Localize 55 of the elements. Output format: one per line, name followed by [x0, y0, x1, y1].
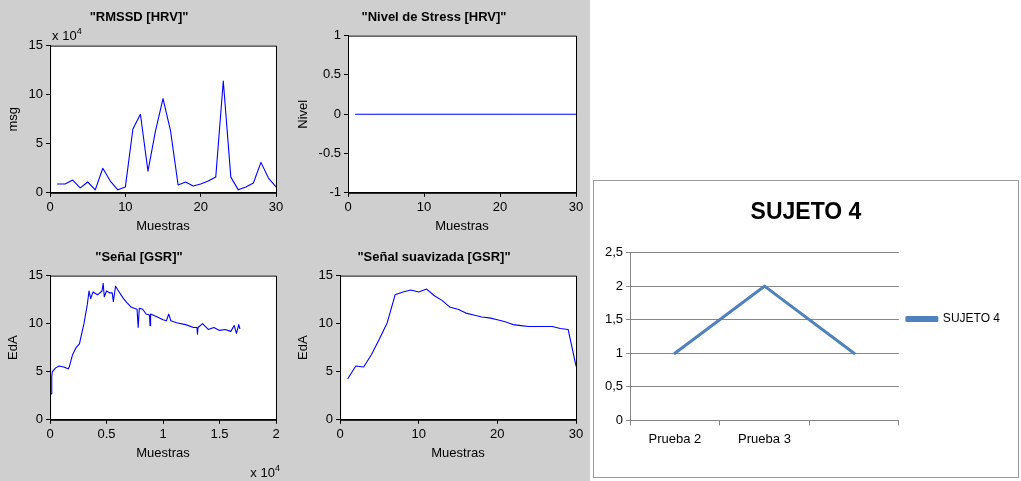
chart-title: "Señal [GSR]" [95, 249, 183, 265]
x-tick-label: 1.5 [210, 426, 229, 442]
x-tick-label: Prueba 2 [648, 430, 702, 446]
y-tick-label: 0 [615, 411, 624, 427]
y-tick-label: 0,5 [604, 378, 624, 394]
x-tick-label: 20 [492, 199, 508, 215]
y-axis-title: EdA [295, 335, 311, 360]
y-tick-label: 1,5 [604, 311, 624, 327]
x-tick-label: 0.5 [97, 426, 116, 442]
y-tick-label: 0 [35, 411, 44, 427]
x-axis-title: Muestras [435, 217, 490, 233]
x-tick-label: 2 [272, 426, 280, 442]
x-axis-title: Muestras [136, 444, 191, 460]
y-tick-label: 0.5 [322, 66, 341, 82]
y-tick-label: 0 [325, 411, 334, 427]
y-tick-label: 0 [333, 105, 341, 121]
chart-title: "Señal suavizada [GSR]" [357, 249, 511, 265]
y-tick-label: -1 [329, 184, 341, 200]
y-tick-label: 2 [615, 277, 624, 293]
x-tick-label: Prueba 3 [738, 430, 791, 446]
x-tick-label: 10 [416, 199, 432, 215]
y-axis-title: msg [5, 106, 21, 132]
y-tick-label: 5 [35, 363, 44, 379]
x-axis-title: Muestras [431, 444, 486, 460]
y-tick-label: 1 [333, 27, 341, 43]
y-tick-label: 15 [28, 267, 44, 283]
y-axis-title: Nivel [295, 99, 311, 129]
x-tick-label: 0 [46, 426, 54, 442]
x-tick-label: 20 [193, 199, 208, 215]
x-tick-label: 30 [568, 199, 584, 215]
x-tick-label: 30 [568, 426, 584, 442]
y-tick-label: 10 [318, 315, 334, 331]
chart-title: "Nivel de Stress [HRV]" [361, 9, 507, 25]
x-tick-label: 0 [46, 199, 54, 215]
y-tick-label: 5 [35, 135, 44, 151]
chart-title: SUJETO 4 [750, 198, 862, 225]
chart-title: "RMSSD [HRV]" [89, 9, 189, 25]
x-tick-label: 10 [118, 199, 133, 215]
y-tick-label: 15 [318, 267, 334, 283]
y-tick-label: 0 [35, 184, 44, 200]
y-tick-label: 2,5 [604, 244, 624, 260]
x-tick-label: 10 [411, 426, 426, 442]
x-tick-label: 0 [344, 199, 352, 215]
y-tick-label: 1 [615, 344, 624, 360]
x-tick-label: 30 [268, 199, 284, 215]
x-tick-label: 20 [490, 426, 505, 442]
y-tick-label: -0.5 [318, 145, 341, 161]
x-axis-title: Muestras [136, 217, 191, 233]
x-tick-label: 1 [159, 426, 167, 442]
y-axis-title: EdA [5, 335, 21, 360]
y-tick-label: 5 [325, 363, 334, 379]
legend-label: SUJETO 4 [942, 311, 1001, 326]
y-tick-label: 10 [28, 315, 44, 331]
y-tick-label: 15 [28, 37, 44, 53]
y-tick-label: 10 [28, 86, 44, 102]
